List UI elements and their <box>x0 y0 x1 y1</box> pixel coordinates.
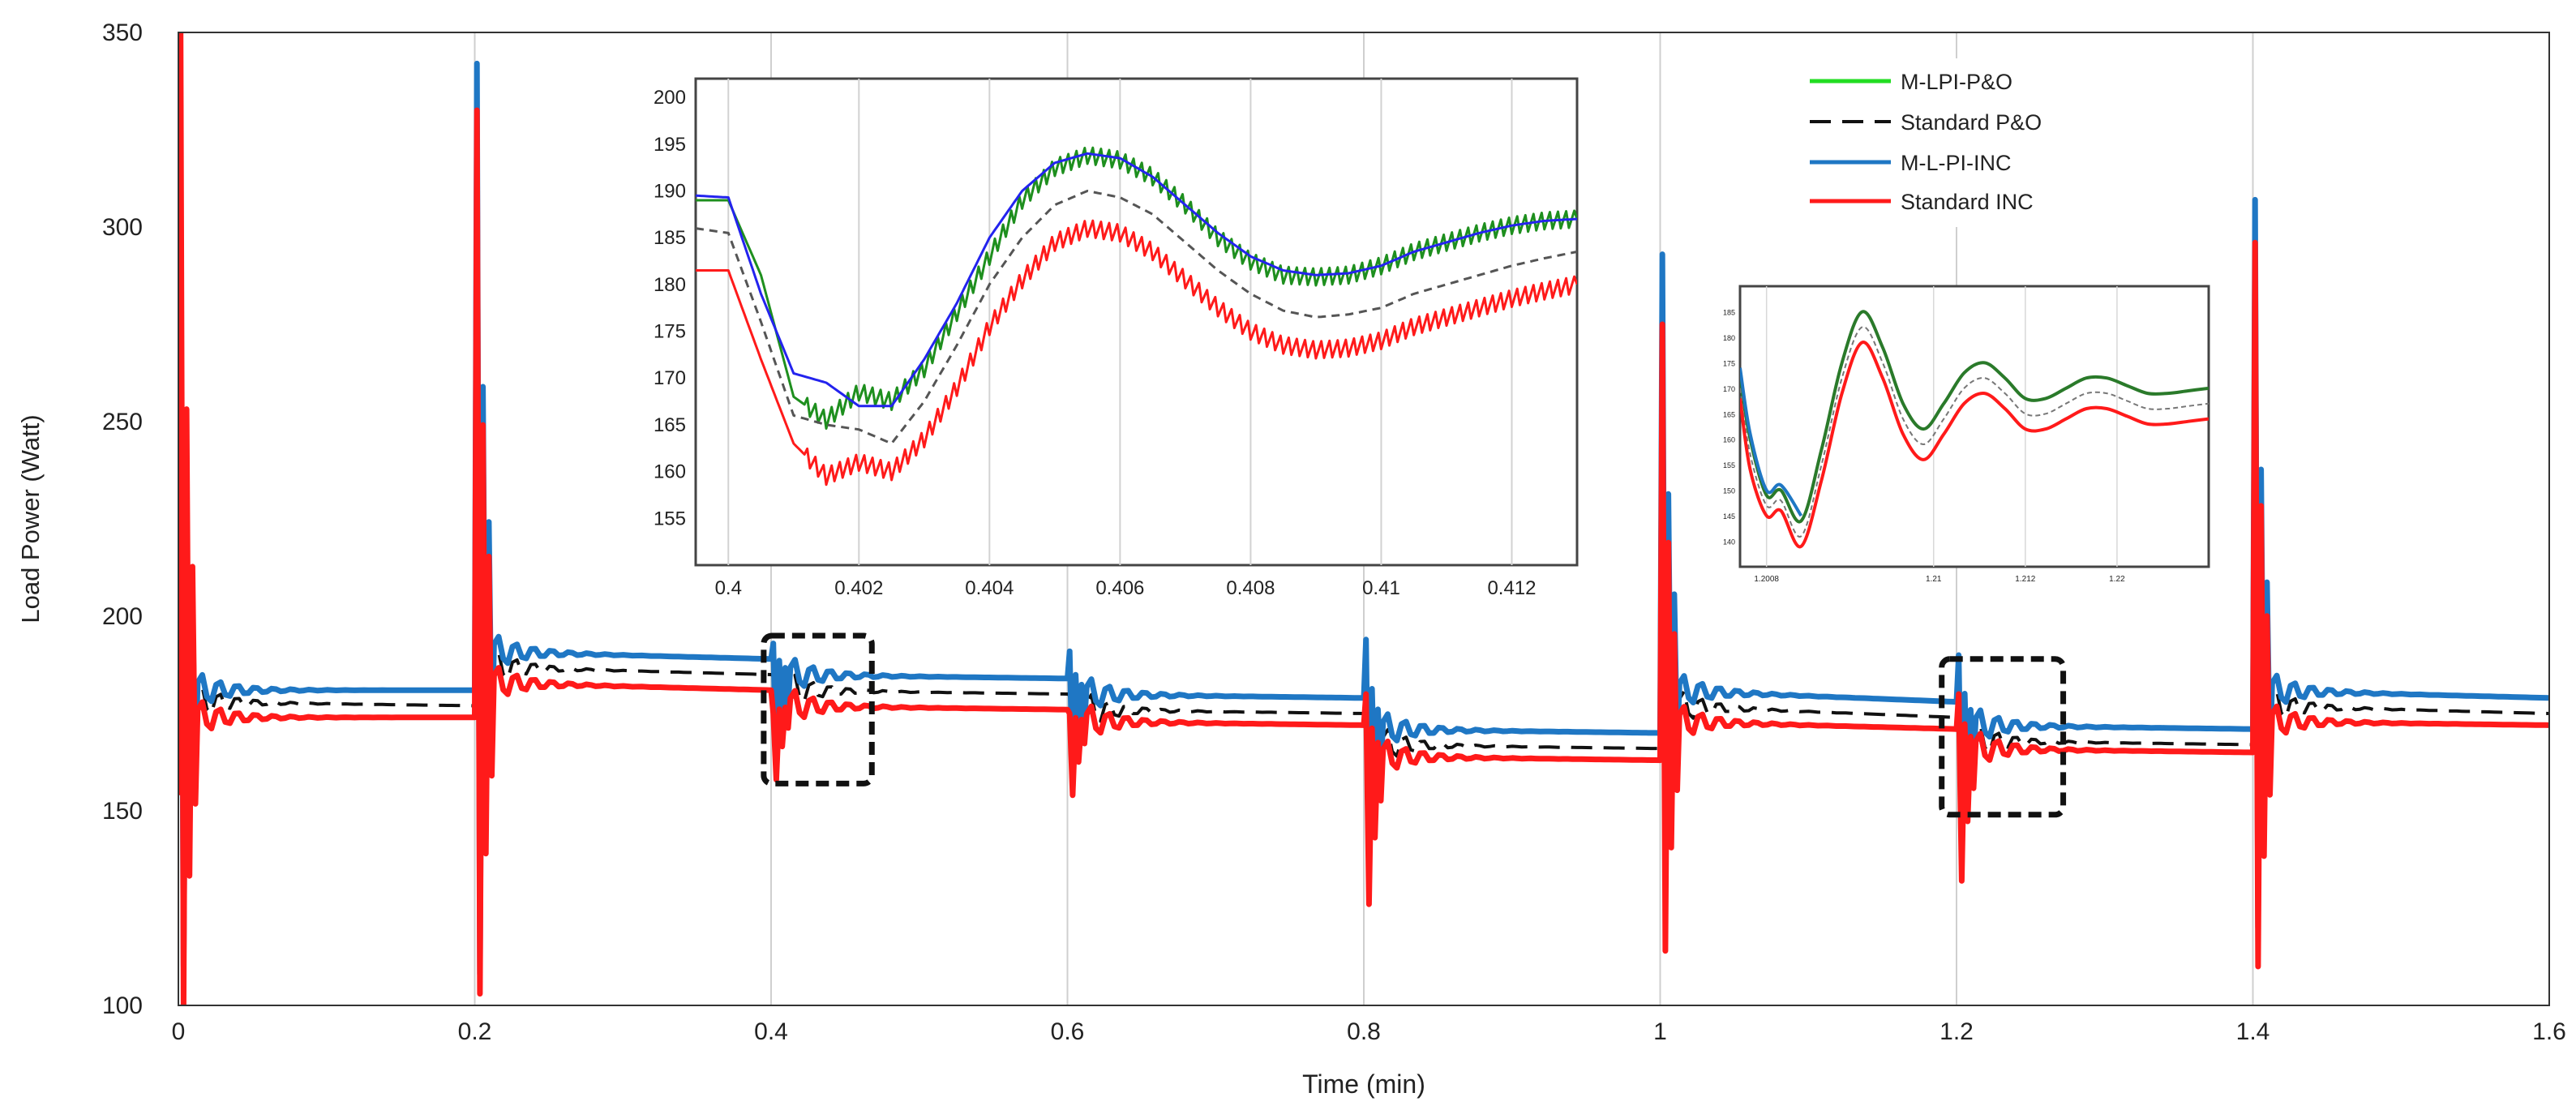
x-tick-1-6: 1.6 <box>2532 1018 2566 1045</box>
main-x-ticks: 0 0.2 0.4 0.6 0.8 1 1.2 1.4 1.6 <box>172 1018 2566 1045</box>
inset-2-y-tick-180: 180 <box>1723 334 1735 342</box>
inset-2-grid <box>1765 286 2118 567</box>
inset-2-x-tick-1-21: 1.21 <box>1926 575 1942 584</box>
inset-1-y-tick-175: 175 <box>654 321 686 343</box>
inset-1-y-tick-195: 195 <box>654 134 686 156</box>
inset-2-background <box>1738 285 2210 568</box>
inset-2-x-ticks: 1.2008 1.21 1.212 1.22 <box>1754 575 2125 584</box>
y-tick-200: 200 <box>102 603 143 630</box>
y-tick-250: 250 <box>102 409 143 435</box>
inset-1-line-standard-inc <box>696 219 1577 486</box>
main-series-group <box>178 32 2549 1005</box>
inset-2-y-tick-140: 140 <box>1723 538 1735 546</box>
inset-1-line-standard-p-o <box>696 190 1577 445</box>
inset-1-line-m-l-pi-inc <box>696 152 1577 408</box>
inset-1-x-tick-0-406: 0.406 <box>1095 577 1144 599</box>
inset-2-y-tick-170: 170 <box>1723 385 1735 393</box>
zoom-boxes <box>761 632 2067 818</box>
y-tick-100: 100 <box>102 992 143 1019</box>
inset-2-x-tick-1-212: 1.212 <box>2015 575 2035 584</box>
inset-2-y-tick-165: 165 <box>1723 410 1735 418</box>
legend: M-LPI-P&O Standard P&O M-L-PI-INC Standa… <box>1800 58 2141 227</box>
zoom-box-1.2 <box>1939 656 2067 818</box>
inset-2-line-m-l-pi-inc <box>1740 367 1803 517</box>
inset-1-x-ticks: 0.4 0.402 0.404 0.406 0.408 0.41 0.412 <box>715 577 1537 599</box>
inset-1-x-tick-0-408: 0.408 <box>1226 577 1275 599</box>
x-tick-1: 1 <box>1653 1018 1667 1045</box>
inset-2-line-standard-p-o <box>1740 326 2209 538</box>
main-plot-frame <box>178 32 2550 1006</box>
x-axis-label: Time (min) <box>1302 1069 1425 1099</box>
inset-1-y-tick-165: 165 <box>654 414 686 436</box>
inset-zoom-0.4: 0.4 0.402 0.404 0.406 0.408 0.41 0.412 1551601… <box>654 77 1579 599</box>
inset-2-line-standard-inc <box>1740 341 2209 549</box>
y-tick-150: 150 <box>102 798 143 825</box>
inset-1-grid <box>727 79 1513 565</box>
inset-1-series-group <box>696 146 1577 486</box>
y-tick-300: 300 <box>102 214 143 241</box>
inset-1-x-tick-0-41: 0.41 <box>1362 577 1400 599</box>
inset-1-y-tick-185: 185 <box>654 227 686 249</box>
inset-2-y-tick-185: 185 <box>1723 308 1735 316</box>
inset-2-y-ticks: 185 180 175 170 165 160 155 150 145 140 <box>1723 308 1735 546</box>
inset-2-x-tick-1-2008: 1.2008 <box>1754 575 1779 584</box>
inset-1-y-tick-160: 160 <box>654 461 686 483</box>
inset-1-y-tick-155: 155 <box>654 508 686 529</box>
legend-label-standard-inc: Standard INC <box>1901 190 2034 214</box>
inset-1-y-tick-180: 180 <box>654 274 686 296</box>
x-tick-0-4: 0.4 <box>754 1018 788 1045</box>
inset-1-y-ticks: 155 160 165 170 175 180 185 190 195 200 <box>654 87 686 529</box>
inset-2-y-tick-160: 160 <box>1723 436 1735 444</box>
legend-background <box>1800 58 2141 227</box>
inset-1-y-tick-190: 190 <box>654 180 686 202</box>
zoom-box-0.4 <box>761 632 875 786</box>
inset-1-y-tick-200: 200 <box>654 87 686 109</box>
legend-label-standard-po: Standard P&O <box>1901 110 2042 135</box>
series-line-standard-inc <box>178 32 2549 1005</box>
inset-1-x-tick-0-404: 0.404 <box>965 577 1014 599</box>
inset-1-y-tick-170: 170 <box>654 367 686 389</box>
inset-1-background <box>694 77 1579 567</box>
inset-2-y-tick-150: 150 <box>1723 487 1735 495</box>
inset-2-line-m-lpi-p-o <box>1740 310 2209 524</box>
inset-2-series-group <box>1740 310 2209 549</box>
inset-2-x-tick-1-22: 1.22 <box>2109 575 2125 584</box>
inset-1-x-tick-0-402: 0.402 <box>834 577 883 599</box>
inset-zoom-1.2: 1.2008 1.21 1.212 1.22 185 180 175 170 165 160 15… <box>1723 285 2210 584</box>
legend-label-m-l-pi-inc: M-L-PI-INC <box>1901 151 2012 175</box>
inset-2-y-tick-155: 155 <box>1723 461 1735 469</box>
x-tick-1-2: 1.2 <box>1940 1018 1974 1045</box>
y-tick-350: 350 <box>102 19 143 46</box>
main-y-ticks: 100 150 200 250 300 350 <box>102 19 143 1019</box>
inset-1-x-tick-0-4: 0.4 <box>715 577 742 599</box>
y-axis-label: Load Power (Watt) <box>16 414 45 623</box>
inset-1-x-tick-0-412: 0.412 <box>1487 577 1536 599</box>
x-tick-1-4: 1.4 <box>2236 1018 2270 1045</box>
inset-2-y-tick-145: 145 <box>1723 512 1735 521</box>
x-tick-0-6: 0.6 <box>1051 1018 1085 1045</box>
legend-label-m-lpi-po: M-LPI-P&O <box>1901 70 2012 94</box>
inset-2-y-tick-175: 175 <box>1723 359 1735 367</box>
x-tick-0-2: 0.2 <box>458 1018 492 1045</box>
x-tick-0-8: 0.8 <box>1347 1018 1381 1045</box>
x-tick-0: 0 <box>172 1018 186 1045</box>
inset-1-line-m-lpi-p-o <box>696 146 1577 430</box>
